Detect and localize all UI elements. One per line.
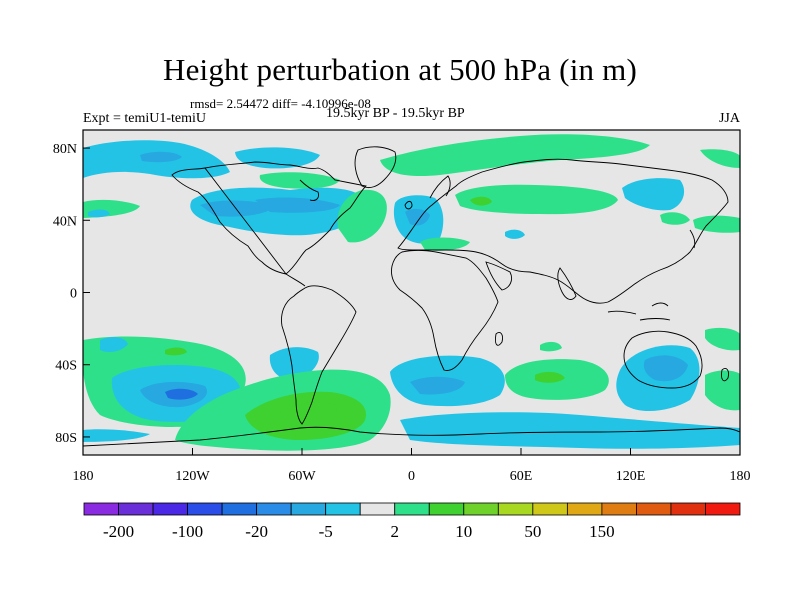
y-tick-label: 0 (70, 287, 77, 302)
coastline-new-zealand (721, 367, 729, 382)
x-tick-label: 0 (408, 469, 415, 484)
contour-region-south-atlantic-deep (280, 402, 337, 428)
contour-region-north-america-core (200, 200, 275, 217)
coastline-japan (689, 229, 696, 249)
colorbar: -200 -100 -20 -5 2 10 50 150 (83, 502, 741, 541)
contour-region-south-indian-core (410, 376, 465, 395)
x-tick-label: 120W (175, 469, 210, 484)
contour-region-canada-arctic (235, 147, 320, 169)
contour-region-southern-ocean-blue (400, 412, 740, 449)
colorbar-swatch (566, 502, 603, 516)
colorbar-swatch (636, 502, 672, 516)
coastline-eurasia (397, 158, 729, 304)
colorbar-swatch (187, 502, 223, 516)
colorbar-swatch (705, 502, 741, 516)
coastline-madagascar (495, 331, 503, 346)
y-tick-label: 80N (53, 142, 77, 157)
coastline-australia (623, 330, 703, 389)
colorbar-swatch (601, 502, 637, 516)
contour-fills (83, 134, 740, 451)
y-tick-label: 80S (55, 431, 77, 446)
period-label: 19.5kyr BP - 19.5kyr BP (326, 106, 465, 121)
contour-region-north-pacific-core (140, 151, 182, 163)
colorbar-swatch (256, 502, 292, 516)
contour-region-mediterranean-green (420, 237, 470, 251)
colorbar-label: 50 (524, 522, 541, 541)
colorbar-label: 10 (455, 522, 472, 541)
x-tick-label: 120E (616, 469, 646, 484)
colorbar-swatch (152, 502, 188, 516)
coastline-indonesia (607, 302, 671, 321)
contour-region-antarctic-blue (83, 429, 150, 442)
coastline-south-america (281, 285, 357, 425)
colorbar-swatch (497, 502, 534, 516)
coastline-africa (391, 250, 499, 371)
contour-region-kamchatka-green (660, 212, 690, 225)
colorbar-swatch (532, 502, 568, 516)
contour-region-australia-core (643, 355, 688, 382)
colorbar-swatch (463, 502, 499, 516)
contour-region-south-pacific-north-blue (100, 336, 128, 352)
colorbar-swatch (670, 502, 706, 516)
coastline-india (557, 267, 577, 300)
contour-region-central-asia-green (455, 184, 618, 215)
coastlines (83, 146, 740, 447)
contour-region-west-pacific-blue (88, 209, 110, 218)
colorbar-label: -5 (319, 522, 333, 541)
coastline-arabia (485, 261, 513, 291)
contour-region-north-atlantic-green (337, 189, 387, 243)
x-tick-label: 180 (73, 469, 94, 484)
coastline-hudson-bay (299, 179, 319, 201)
contour-region-tasman-green (705, 327, 740, 351)
experiment-label: Expt = temiU1-temiU (83, 111, 206, 126)
colorbar-swatch (290, 502, 327, 516)
x-tick-label: 60E (510, 469, 533, 484)
contour-region-new-zealand-green (705, 370, 740, 411)
y-tick-label: 40S (55, 359, 77, 374)
coastline-antarctica (83, 426, 740, 447)
colorbar-label: -200 (103, 522, 134, 541)
colorbar-swatch (118, 502, 154, 516)
contour-region-greenland-green (380, 134, 650, 177)
contour-region-arctic-green-east (700, 149, 740, 168)
contour-region-siberia-blue (622, 178, 685, 211)
colorbar-swatch (394, 502, 430, 516)
contour-region-central-asia-core (470, 196, 492, 206)
y-tick-label: 40N (53, 214, 77, 229)
colorbar-label: 150 (589, 522, 615, 541)
axis-ticks: 180 120W 60W 0 60E 120E 180 80N 40N 0 40S 80S (53, 142, 751, 484)
coastline-north-america (171, 161, 367, 287)
contour-region-south-pacific-core-2 (165, 388, 198, 400)
season-label: JJA (718, 111, 740, 126)
colorbar-label: 2 (390, 522, 399, 541)
colorbar-swatch (83, 502, 119, 516)
contour-region-south-pacific-green-core (165, 347, 187, 356)
contour-region-south-indian-green-core (535, 371, 565, 383)
colorbar-label: -20 (245, 522, 268, 541)
x-tick-label: 180 (730, 469, 751, 484)
colorbar-swatch (325, 502, 361, 516)
colorbar-label: -100 (172, 522, 203, 541)
rmsd-stats: rmsd= 2.54472 diff= -4.10996e-08 (190, 96, 371, 111)
coastline-scandinavia (429, 175, 451, 199)
contour-region-north-america-core-2 (255, 197, 340, 213)
colorbar-swatch (428, 502, 465, 516)
contour-region-middle-east-blue (505, 229, 525, 239)
map-title: Height perturbation at 500 hPa (in m) (162, 52, 638, 87)
coastline-british-isles (404, 200, 413, 210)
colorbar-swatch (359, 502, 396, 516)
colorbar-swatch (221, 502, 258, 516)
contour-region-southern-ocean-green (540, 341, 562, 352)
coastline-greenland (354, 146, 397, 189)
x-tick-label: 60W (288, 469, 316, 484)
